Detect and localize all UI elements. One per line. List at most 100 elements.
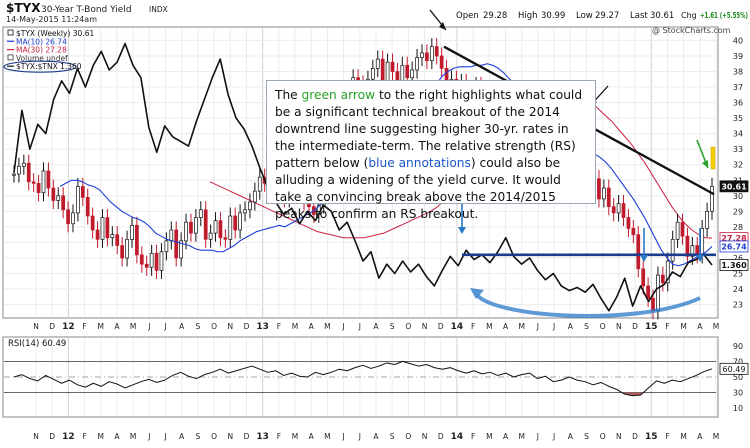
x-tick-label: 13 [256, 432, 269, 442]
rs-line [13, 42, 713, 312]
x-tick-label: D [244, 322, 250, 331]
price-candle [208, 232, 213, 240]
x-tick-label: F [82, 322, 86, 331]
x-tick-label: S [196, 432, 201, 441]
green-arrow-head [702, 160, 708, 168]
x-tick-label: J [552, 322, 555, 331]
callout-text-2: to the right highlights what could be a … [275, 88, 583, 170]
blue-arrow-head [696, 255, 704, 262]
blue-arrow-head [458, 227, 466, 234]
price-candle [670, 238, 675, 262]
x-tick-label: M [680, 432, 686, 441]
x-tick-label: 15 [645, 322, 658, 332]
last-label: Last [630, 11, 648, 21]
x-tick-label: S [390, 322, 395, 331]
price-candle [164, 240, 169, 253]
y-axis-main: 232425262728293031323334353637383940 [733, 36, 743, 309]
y-tick-label: 32 [733, 161, 743, 170]
price-candle [31, 181, 36, 184]
y-tick-label: 10 [733, 404, 743, 413]
price-tag-box [719, 259, 749, 271]
x-tick-label: A [568, 432, 574, 441]
watermark: @ StockCharts.com [652, 26, 731, 35]
price-candle [144, 263, 149, 268]
x-axis-main: N D 12 F M A M J J A S O N D 13 F M A M J J A S O N D 14 F M A M J J A S O N… [33, 322, 719, 332]
high-value: 30.99 [541, 11, 565, 21]
legend-label: MA(30) 27.28 [16, 46, 67, 55]
y-axis-rsi: 10 30 50 70 90 [733, 342, 743, 413]
x-tick-label: N [616, 322, 622, 331]
price-candle [420, 52, 424, 58]
price-candle [665, 260, 670, 284]
price-candle [248, 201, 252, 211]
price-candle [238, 212, 242, 231]
y-tick-label: 37 [733, 83, 743, 92]
x-tick-label: 15 [645, 432, 658, 442]
blue-arrow-head [640, 255, 648, 262]
high-label: High [518, 11, 538, 21]
legend-label: MA(10) 26.74 [16, 37, 67, 46]
price-candle [179, 240, 183, 259]
y-tick-label: 50 [733, 373, 743, 382]
x-tick-label: F [665, 322, 669, 331]
price-candle [380, 58, 385, 83]
x-axis-rsi: N D 12 F M A M J J A S O N D 13 F M A M J J A S O N D 14 F M A M J J A S O N… [33, 432, 719, 442]
price-candle [66, 209, 70, 225]
blue-curve-arrow [476, 294, 701, 318]
price-candle [21, 162, 26, 167]
price-candle [656, 274, 660, 312]
x-tick-label: O [405, 432, 411, 441]
x-tick-label: M [713, 432, 719, 441]
x-tick-label: M [324, 322, 330, 331]
arrow-1-head [439, 22, 446, 30]
price-candle [710, 185, 714, 212]
x-tick-label: D [49, 322, 55, 331]
price-tag-label: 26.74 [721, 242, 747, 251]
x-tick-label: A [568, 322, 574, 331]
price-candle [616, 203, 621, 214]
x-tick-label: 14 [451, 322, 464, 332]
price-candle [169, 229, 174, 242]
y-tick-label: 38 [733, 68, 743, 77]
price-candle [626, 217, 631, 229]
x-tick-label: J [358, 322, 361, 331]
price-candle [233, 215, 238, 231]
price-candle [139, 254, 144, 265]
x-tick-label: N [422, 432, 428, 441]
x-tick-label: S [584, 322, 589, 331]
low-label: Low [576, 11, 593, 21]
blue-curve-arrow-head [470, 288, 484, 299]
price-candle [390, 61, 395, 72]
x-tick-label: F [471, 322, 475, 331]
price-tag-label: 27.28 [721, 234, 747, 243]
price-candle [606, 187, 611, 208]
price-candle [159, 251, 164, 271]
x-tick-label: F [277, 432, 281, 441]
x-tick-label: M [518, 432, 524, 441]
price-candle [12, 173, 16, 176]
x-tick-label: S [390, 432, 395, 441]
price-candle [685, 235, 690, 257]
price-candle [695, 245, 700, 256]
relative-strength-series [13, 42, 713, 312]
price-candle [410, 69, 415, 79]
price-candle [135, 224, 139, 256]
price-candle [680, 221, 685, 237]
price-candle [203, 209, 208, 240]
rsi-tag-box [719, 362, 749, 375]
y-tick-label: 35 [733, 114, 743, 123]
x-tick-label: M [98, 322, 104, 331]
x-tick-label: S [196, 322, 201, 331]
price-candle [36, 183, 41, 194]
price-candle [705, 210, 709, 229]
price-candle [154, 252, 159, 271]
x-tick-label: A [503, 432, 509, 441]
callout-text-1: The [275, 88, 298, 102]
price-candle [76, 186, 80, 214]
callout-text-3: ) could also be alluding a widening of t… [275, 156, 561, 221]
x-tick-label: A [114, 322, 120, 331]
legend-swatch [7, 54, 14, 61]
ohlc-readout: Open 29.28 High 30.99 Low 29.27 Last 30.… [456, 11, 748, 21]
x-tick-label: J [163, 432, 166, 441]
x-tick-label: S [584, 432, 589, 441]
